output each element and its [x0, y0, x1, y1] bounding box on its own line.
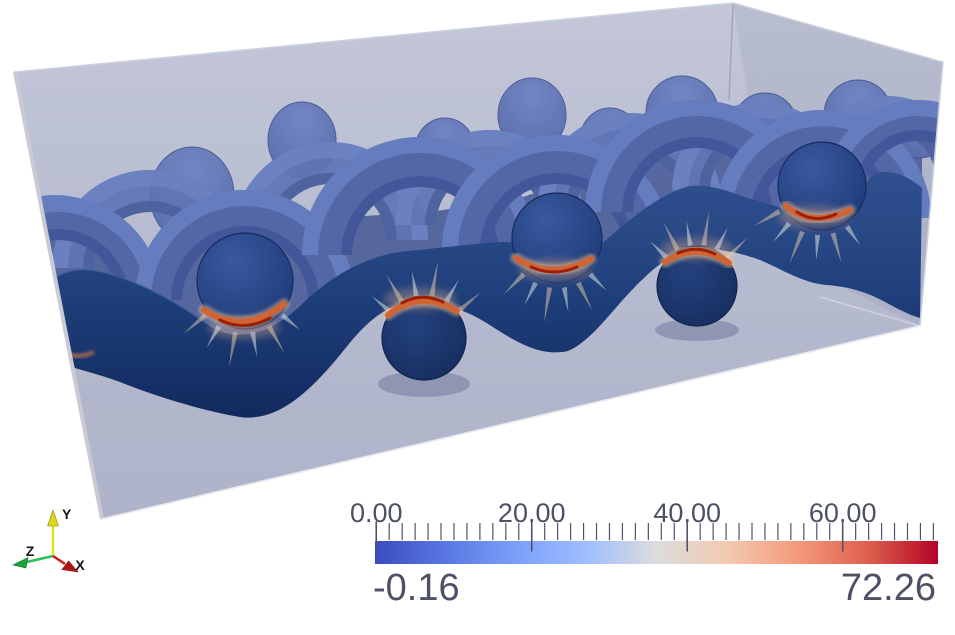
y-axis-arrow-icon: [47, 509, 59, 527]
colorbar-max-label: 72.26: [841, 567, 936, 609]
hotspot-arc: [385, 297, 460, 318]
warp-arch-shadow: [622, 137, 772, 212]
stress-hotspot: [754, 200, 861, 265]
hotspot-core: [400, 295, 445, 305]
warp-arch-highlight: [823, 100, 943, 195]
hotspot-streak: [844, 225, 861, 246]
hotspot-streak: [561, 287, 569, 313]
hotspot-streak: [772, 221, 792, 243]
hotspot-streak: [544, 287, 553, 322]
z-axis-shaft: [26, 554, 54, 564]
x-axis-shaft: [52, 554, 66, 566]
box-bottom-edge: [101, 325, 921, 520]
hotspot-streak: [206, 325, 222, 348]
y-axis-label: Y: [62, 506, 72, 522]
hotspot-streak: [725, 237, 748, 260]
stress-hotspot: [371, 261, 481, 321]
warp-arch-highlight: [585, 100, 809, 212]
stress-hotspot: [650, 210, 748, 269]
box-edges: [13, 2, 944, 520]
hotspot-core: [529, 265, 579, 274]
stress-hotspot: [503, 252, 607, 322]
contact-shadow: [378, 371, 470, 397]
hotspot-arc: [201, 301, 287, 325]
x-axis-arrow-icon: [61, 560, 79, 573]
hotspot-streak: [524, 281, 538, 306]
hotspot-streak: [576, 281, 593, 311]
colorbar-min-label: -0.16: [373, 567, 460, 609]
hotspot-core: [676, 247, 717, 256]
color-legend: 0.00 20.00 40.00 60.00 -0.16 72.26: [350, 498, 938, 609]
hotspot-streak: [444, 279, 459, 303]
hotspot-streak: [429, 261, 438, 297]
hotspot-streak: [714, 227, 728, 251]
hotspot-streak: [280, 313, 300, 330]
hotspot-arc: [513, 255, 594, 273]
stress-hotspots: [183, 200, 861, 367]
warp-arch-shadow: [171, 226, 319, 300]
colorbar-tick-label: 60.00: [809, 498, 877, 528]
hotspot-streak: [250, 331, 258, 357]
hotspot-streak: [411, 271, 419, 297]
hotspot-streak: [754, 209, 781, 226]
hotspot-streak: [663, 222, 680, 251]
hotspot-streak: [183, 313, 208, 334]
hotspot-streak: [266, 325, 285, 354]
hotspot-streak: [386, 274, 404, 303]
hotspot-streak: [701, 210, 710, 246]
x-axis-label: X: [75, 557, 85, 573]
contact-shadow: [655, 319, 739, 341]
colorbar-tick-label: 0.00: [350, 498, 403, 528]
hotspot-core: [795, 210, 838, 220]
z-axis-arrow-icon: [12, 556, 29, 569]
hotspot-arc: [662, 248, 732, 266]
hotspot-streak: [789, 230, 805, 265]
hotspot-core: [218, 316, 272, 327]
weft-yarn-surface: [40, 171, 922, 418]
warp-arch-highlight: [52, 170, 248, 268]
colorbar-tick-labels: 0.00 20.00 40.00 60.00: [350, 498, 877, 528]
warp-arch-highlight: [135, 190, 355, 300]
hotspot-streak: [371, 296, 392, 314]
hotspot-streak: [456, 292, 481, 314]
orientation-axes-widget: Y Z X: [12, 506, 85, 573]
colorbar-gradient: [375, 541, 938, 564]
hotspot-streak: [686, 220, 693, 246]
box-left-edge: [13, 71, 104, 520]
hotspot-streak: [503, 272, 526, 295]
colorbar-ticks: [375, 521, 934, 552]
warp-arch-shadow: [853, 130, 943, 195]
hotspot-streak: [229, 331, 238, 367]
hotspot-streak: [830, 232, 842, 263]
hotspot-streak: [814, 234, 821, 260]
z-axis-label: Z: [26, 543, 35, 559]
warp-arch-highlight: [15, 196, 162, 300]
colorbar-tick-label: 20.00: [498, 498, 566, 528]
hotspot-streak: [588, 272, 607, 291]
stress-hotspot: [183, 298, 300, 367]
colorbar-tick-label: 40.00: [653, 498, 721, 528]
weft-top-highlight: [39, 268, 205, 323]
box-back-corner-edge: [728, 4, 734, 101]
hotspot-streak: [650, 241, 669, 260]
box-bottom-back-edge: [819, 296, 921, 327]
